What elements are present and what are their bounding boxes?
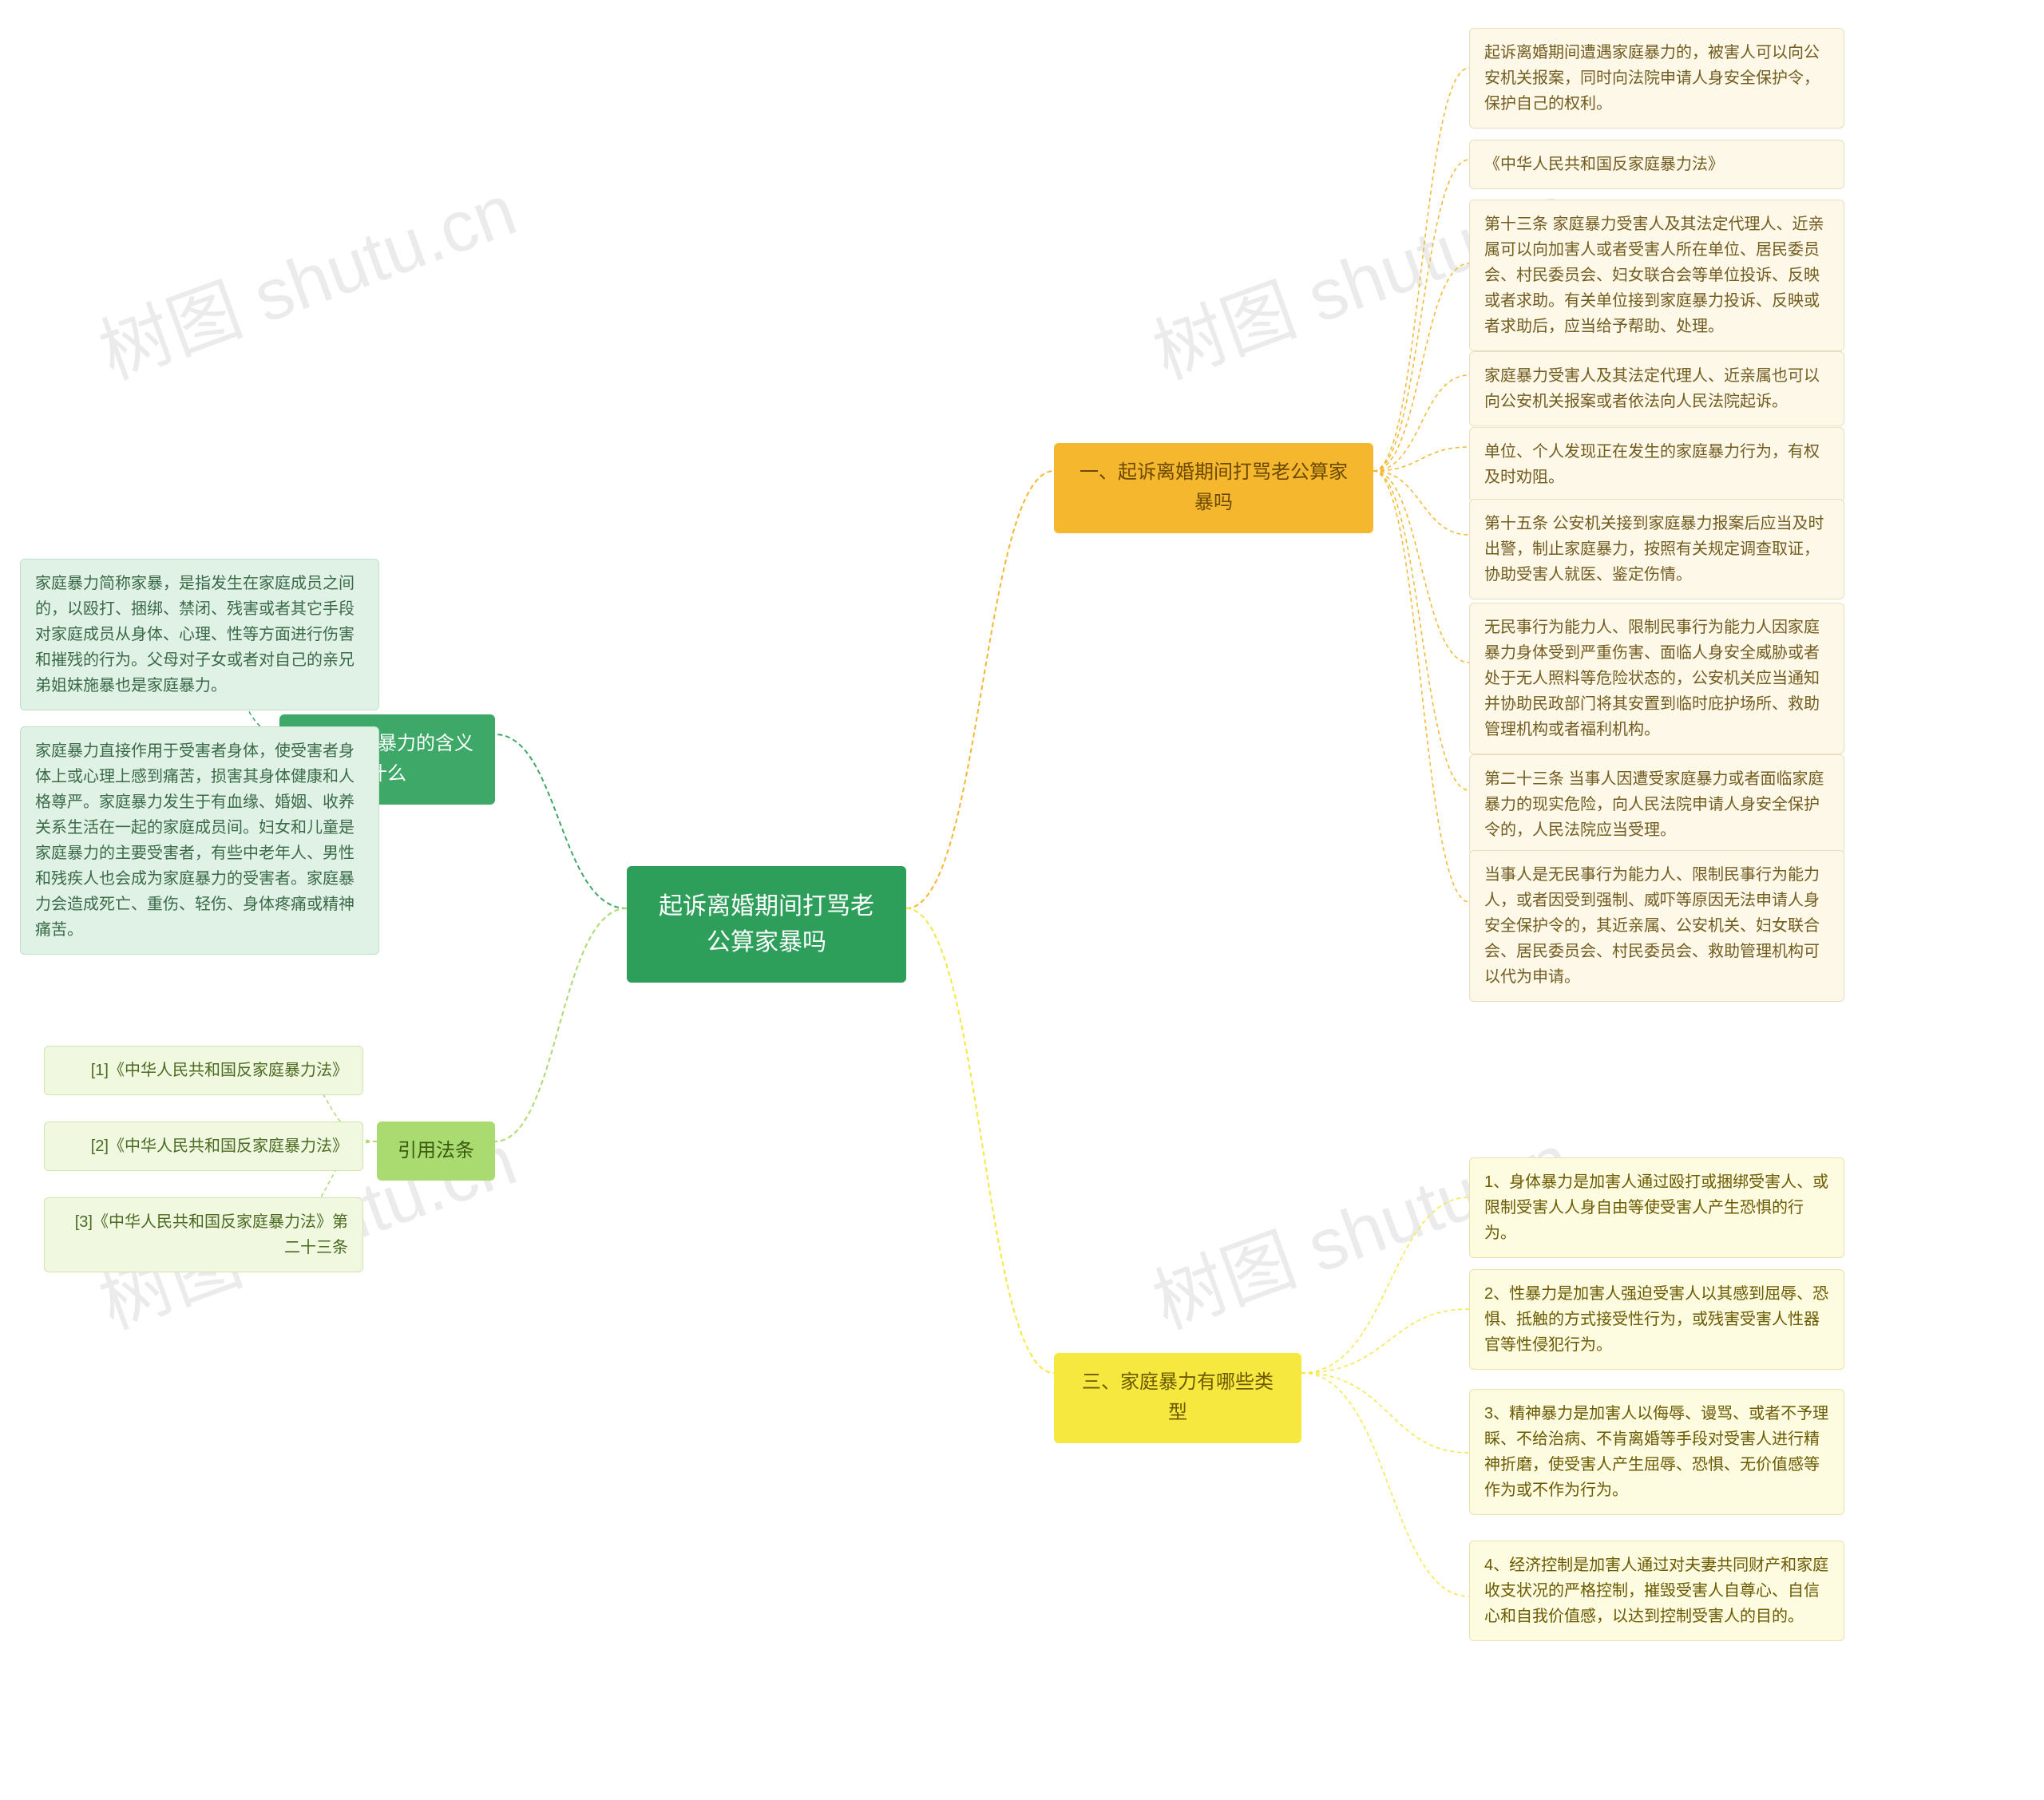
branch-one-leaf-4: 单位、个人发现正在发生的家庭暴力行为，有权及时劝阻。 [1469,427,1844,502]
branch-three-leaf-0: 1、身体暴力是加害人通过殴打或捆绑受害人、或限制受害人人身自由等使受害人产生恐惧… [1469,1157,1844,1258]
branch-one: 一、起诉离婚期间打骂老公算家暴吗 [1054,443,1373,533]
branch-one-leaf-3: 家庭暴力受害人及其法定代理人、近亲属也可以向公安机关报案或者依法向人民法院起诉。 [1469,351,1844,426]
branch-three-leaf-3: 4、经济控制是加害人通过对夫妻共同财产和家庭收支状况的严格控制，摧毁受害人自尊心… [1469,1541,1844,1641]
branch-one-leaf-8: 当事人是无民事行为能力人、限制民事行为能力人，或者因受到强制、威吓等原因无法申请… [1469,850,1844,1002]
branch-three-leaf-1: 2、性暴力是加害人强迫受害人以其感到屈辱、恐惧、抵触的方式接受性行为，或残害受害… [1469,1269,1844,1370]
branch-one-leaf-5: 第十五条 公安机关接到家庭暴力报案后应当及时出警，制止家庭暴力，按照有关规定调查… [1469,499,1844,599]
branch-two-leaf-0: 家庭暴力简称家暴，是指发生在家庭成员之间的，以殴打、捆绑、禁闭、残害或者其它手段… [20,559,379,710]
branch-laws-leaf-1: [2]《中华人民共和国反家庭暴力法》 [44,1122,363,1171]
branch-three: 三、家庭暴力有哪些类型 [1054,1353,1301,1443]
branch-laws-leaf-2: [3]《中华人民共和国反家庭暴力法》第二十三条 [44,1197,363,1272]
branch-three-leaf-2: 3、精神暴力是加害人以侮辱、谩骂、或者不予理睬、不给治病、不肯离婚等手段对受害人… [1469,1389,1844,1515]
watermark: 树图 shutu.cn [83,152,528,399]
branch-one-leaf-1: 《中华人民共和国反家庭暴力法》 [1469,140,1844,189]
branch-laws: 引用法条 [377,1122,495,1181]
root-node: 起诉离婚期间打骂老公算家暴吗 [627,866,906,983]
branch-laws-leaf-0: [1]《中华人民共和国反家庭暴力法》 [44,1046,363,1095]
branch-one-leaf-2: 第十三条 家庭暴力受害人及其法定代理人、近亲属可以向加害人或者受害人所在单位、居… [1469,200,1844,351]
branch-two-leaf-1: 家庭暴力直接作用于受害者身体，使受害者身体上或心理上感到痛苦，损害其身体健康和人… [20,726,379,955]
branch-one-leaf-6: 无民事行为能力人、限制民事行为能力人因家庭暴力身体受到严重伤害、面临人身安全威胁… [1469,603,1844,754]
branch-one-leaf-0: 起诉离婚期间遭遇家庭暴力的，被害人可以向公安机关报案，同时向法院申请人身安全保护… [1469,28,1844,129]
branch-one-leaf-7: 第二十三条 当事人因遭受家庭暴力或者面临家庭暴力的现实危险，向人民法院申请人身安… [1469,754,1844,855]
